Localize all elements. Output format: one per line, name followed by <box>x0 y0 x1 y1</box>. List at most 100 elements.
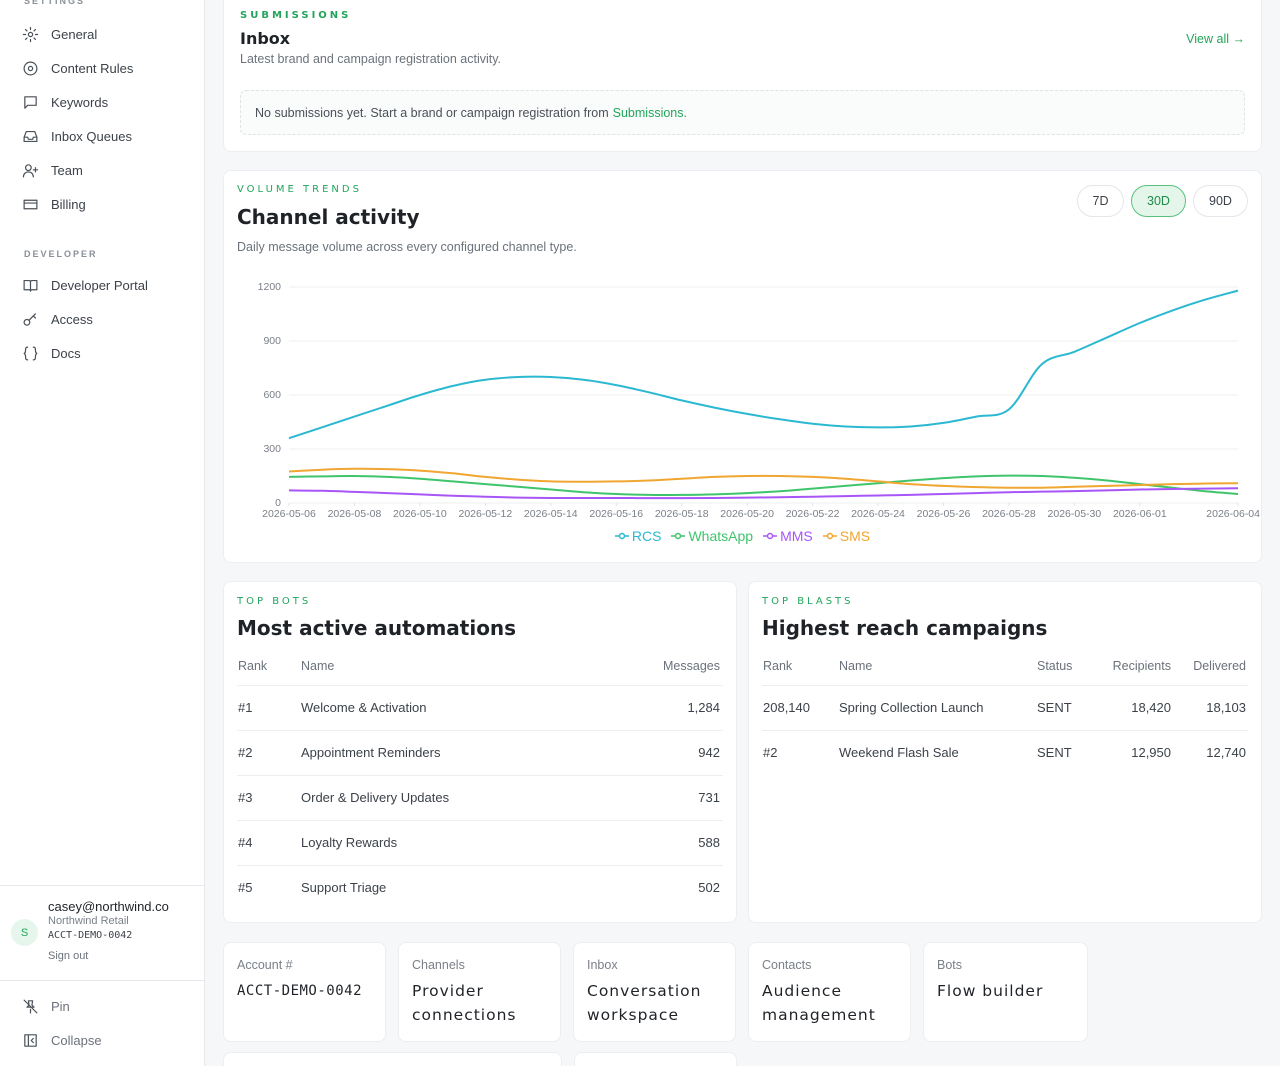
y-tick-label: 900 <box>263 335 281 347</box>
section-heading: DEVELOPER <box>24 249 98 259</box>
table-cell: Appointment Reminders <box>301 745 441 760</box>
y-tick-label: 600 <box>263 389 281 401</box>
card-title: Highest reach campaigns <box>762 616 1048 640</box>
table-cell: #4 <box>238 835 253 850</box>
footer-label: Pin <box>51 998 70 1014</box>
nav-label: Inbox Queues <box>51 128 132 144</box>
card-subtitle: Daily message volume across every config… <box>237 240 577 254</box>
table-cell: Order & Delivery Updates <box>301 790 450 805</box>
table-cell: 942 <box>698 745 720 760</box>
x-tick-label: 2026-05-14 <box>524 508 578 520</box>
nav-item[interactable]: Keywords <box>22 92 108 112</box>
nav-item[interactable]: Team <box>22 160 83 180</box>
eyebrow: SUBMISSIONS <box>240 10 352 21</box>
avatar: S <box>11 919 38 946</box>
icon-path <box>23 61 38 75</box>
nav-item[interactable]: General <box>22 24 97 44</box>
sign-out[interactable]: Sign out <box>48 950 89 962</box>
nav-item[interactable]: Content Rules <box>22 58 133 78</box>
legend-item[interactable]: MMS <box>763 528 813 544</box>
stat-value: Audience management <box>762 982 876 1024</box>
table-cell: Spring Collection Launch <box>839 700 984 715</box>
footer-item[interactable]: Pin <box>22 996 70 1016</box>
nav-label: Access <box>51 311 93 327</box>
legend-item[interactable]: RCS <box>614 528 661 544</box>
nav-label: Billing <box>51 196 86 212</box>
legend-swatch-dot <box>766 532 774 540</box>
stat-card[interactable]: Account # ACCT-DEMO-0042 <box>223 942 386 1042</box>
x-tick-label: 2026-05-06 <box>262 508 316 520</box>
icon <box>24 95 37 109</box>
x-tick-label: 2026-05-22 <box>786 508 840 520</box>
stat-card[interactable]: Inbox Conversation workspace <box>573 942 736 1042</box>
footer-item[interactable]: Collapse <box>22 1030 102 1050</box>
x-tick-label: 2026-05-08 <box>328 508 382 520</box>
x-tick-label: 2026-05-12 <box>458 508 512 520</box>
column-header: Rank <box>763 659 793 673</box>
nav-item[interactable]: Docs <box>22 343 81 363</box>
legend-label: WhatsApp <box>688 528 754 544</box>
table-cell: 588 <box>698 835 720 850</box>
table-cell: SENT <box>1037 700 1072 715</box>
stat-card[interactable]: Contacts Audience management <box>748 942 911 1042</box>
top_bots-card: TOP BOTS Most active automations Rank Name M… <box>223 581 737 923</box>
legend-swatch <box>763 532 778 540</box>
range-button[interactable]: 90D <box>1193 185 1248 217</box>
icon <box>22 163 39 177</box>
icon <box>22 26 39 42</box>
row-divider <box>237 865 723 866</box>
legend-item[interactable]: WhatsApp <box>671 528 753 544</box>
icon <box>23 130 38 142</box>
row-divider <box>237 820 723 821</box>
icon-path <box>23 199 38 209</box>
stat-value: Provider connections <box>412 982 517 1024</box>
legend-label: SMS <box>839 528 871 544</box>
view-all[interactable]: View all → <box>1186 32 1245 46</box>
nav-item[interactable]: Developer Portal <box>22 275 148 295</box>
empty-state: No submissions yet. Start a brand or cam… <box>240 90 1245 135</box>
table-cell: Weekend Flash Sale <box>839 745 959 760</box>
nav-label: Content Rules <box>51 60 134 76</box>
icon-path <box>23 346 38 360</box>
nav-label: Team <box>51 162 83 178</box>
icon-path <box>22 163 39 177</box>
icon-path <box>24 1033 37 1047</box>
sidebar: SETTINGS General Content Rules Keywords Inbo… <box>0 0 205 1066</box>
icon-path <box>23 312 37 326</box>
card-title: Inbox <box>240 29 291 48</box>
row-divider <box>237 730 723 731</box>
row-divider <box>237 685 723 686</box>
stat-label: Account # <box>237 958 293 972</box>
stat-card[interactable]: Bots Flow builder <box>923 942 1088 1042</box>
nav-item[interactable]: Inbox Queues <box>22 126 132 146</box>
column-header: Status <box>1037 659 1073 673</box>
row-divider <box>762 685 1248 686</box>
nav-item[interactable]: Billing <box>22 194 86 214</box>
x-tick-label: 2026-06-04 <box>1206 508 1260 520</box>
empty-link[interactable]: Submissions. <box>612 105 687 120</box>
series-line <box>288 467 1239 489</box>
legend-swatch <box>614 532 629 540</box>
nav-item[interactable]: Access <box>22 309 93 329</box>
table-cell: #5 <box>238 880 253 895</box>
legend-swatch-dot <box>675 532 682 540</box>
table-cell: 18,420 <box>1131 700 1171 715</box>
stat-label: Contacts <box>762 958 812 972</box>
submissions-card: SUBMISSIONS Inbox Latest brand and campaig… <box>223 0 1262 152</box>
table-cell: #2 <box>238 745 253 760</box>
icon <box>23 312 37 326</box>
range-button[interactable]: 30D <box>1131 185 1186 217</box>
range-button[interactable]: 7D <box>1077 185 1124 217</box>
column-header: Messages <box>663 659 720 673</box>
channel-card: VOLUME TRENDS Channel activity Daily messa… <box>223 170 1262 563</box>
card <box>574 1052 737 1066</box>
stat-card[interactable]: Channels Provider connections <box>398 942 561 1042</box>
card-title: Channel activity <box>237 205 420 229</box>
top_blasts-card: TOP BLASTS Highest reach campaigns Rank Nam… <box>748 581 1262 923</box>
legend-swatch-dot <box>618 532 626 540</box>
stat-label: Bots <box>937 958 963 972</box>
x-tick-label: 2026-05-30 <box>1048 508 1102 520</box>
legend-item[interactable]: SMS <box>822 528 871 544</box>
table-cell: #3 <box>238 790 253 805</box>
table-cell: 18,103 <box>1206 700 1246 715</box>
